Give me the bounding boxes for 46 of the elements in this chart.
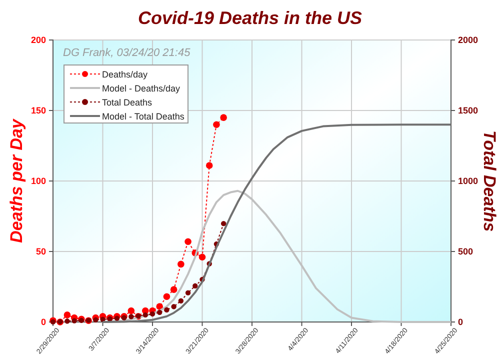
point [128,307,135,314]
point [185,290,191,296]
annotation: DG Frank, 03/24/20 21:45 [63,47,192,59]
point [114,316,120,321]
y2-tick-label: 0 [458,316,464,327]
point [164,307,170,312]
y-tick-label: 200 [30,34,46,45]
y2-tick-label: 1500 [458,105,478,116]
point [220,114,227,121]
point [72,318,77,324]
y-tick-label: 50 [36,246,46,256]
point [142,312,148,318]
point [156,303,164,310]
y2-tick-label: 2000 [458,34,478,45]
point [178,298,184,304]
point [150,311,156,317]
point [184,238,192,246]
y2-axis-title: Total Deaths [480,130,499,232]
y-tick-label: 150 [30,105,46,116]
point [163,293,170,300]
point [213,121,220,128]
point [198,254,206,261]
point [178,260,184,268]
point [170,286,178,293]
point [157,310,162,316]
legend-label: Deaths/day [102,70,148,80]
point [100,316,106,322]
point [220,220,226,226]
y2-tick-label: 500 [458,246,474,256]
y-axis-title: Deaths per Day [7,118,26,243]
legend-label: Total Deaths [102,98,153,108]
point [206,162,213,169]
point [121,315,127,320]
legend-label: Model - Deaths/day [102,84,181,94]
point [93,317,98,322]
chart-title: Covid-19 Deaths in the US [138,8,362,28]
y2-tick-label: 1000 [458,176,478,186]
point [64,318,70,324]
y-tick-label: 100 [30,176,46,186]
legend-label: Model - Total Deaths [102,112,185,122]
point [192,283,198,289]
point [128,314,134,320]
line-series [102,124,452,323]
point [171,304,176,310]
point [64,312,71,318]
y-tick-label: 0 [40,316,46,327]
